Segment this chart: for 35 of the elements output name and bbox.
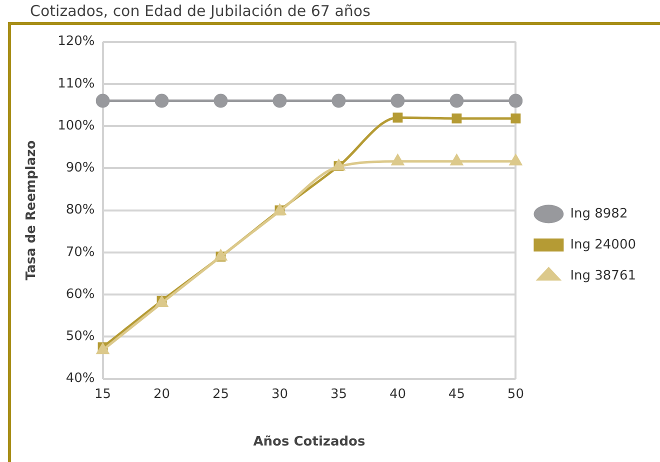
x-tick-label: 35 <box>330 386 347 402</box>
point <box>392 112 403 123</box>
point <box>508 94 523 108</box>
x-axis-title: Años Cotizados <box>253 434 366 450</box>
point <box>96 94 110 108</box>
y-tick-label: 80% <box>66 202 95 218</box>
x-tick-label: 40 <box>389 386 406 402</box>
point <box>214 248 228 261</box>
point <box>272 94 287 108</box>
y-axis-title: Tasa de Reemplazo <box>24 140 40 280</box>
y-tick-label: 120% <box>58 34 95 50</box>
x-tick-label: 20 <box>153 386 170 402</box>
chart-title: Cotizados, con Edad de Jubilación de 67 años <box>30 1 370 22</box>
y-tick-label: 60% <box>66 286 95 302</box>
point <box>332 94 346 108</box>
y-tick-label: 50% <box>66 329 95 344</box>
point <box>450 94 464 108</box>
point <box>390 94 405 108</box>
x-tick-label: 45 <box>448 386 465 402</box>
y-tick-label: 100% <box>58 118 95 134</box>
point <box>214 94 228 108</box>
y-tick-label: 70% <box>66 244 95 260</box>
point <box>510 114 521 124</box>
x-tick-label: 15 <box>94 386 112 402</box>
point <box>154 94 169 108</box>
y-tick-label: 110% <box>58 76 95 92</box>
y-tick-label: 90% <box>66 160 95 176</box>
point <box>452 114 462 124</box>
legend-label: Ing 8982 <box>570 206 628 222</box>
y-tick-label: 40% <box>66 371 95 386</box>
legend-label: Ing 24000 <box>570 237 636 252</box>
x-tick-label: 30 <box>271 386 288 402</box>
x-tick-label: 50 <box>507 386 524 402</box>
legend-label: Ing 38761 <box>570 268 636 284</box>
x-tick-label: 25 <box>212 386 230 402</box>
